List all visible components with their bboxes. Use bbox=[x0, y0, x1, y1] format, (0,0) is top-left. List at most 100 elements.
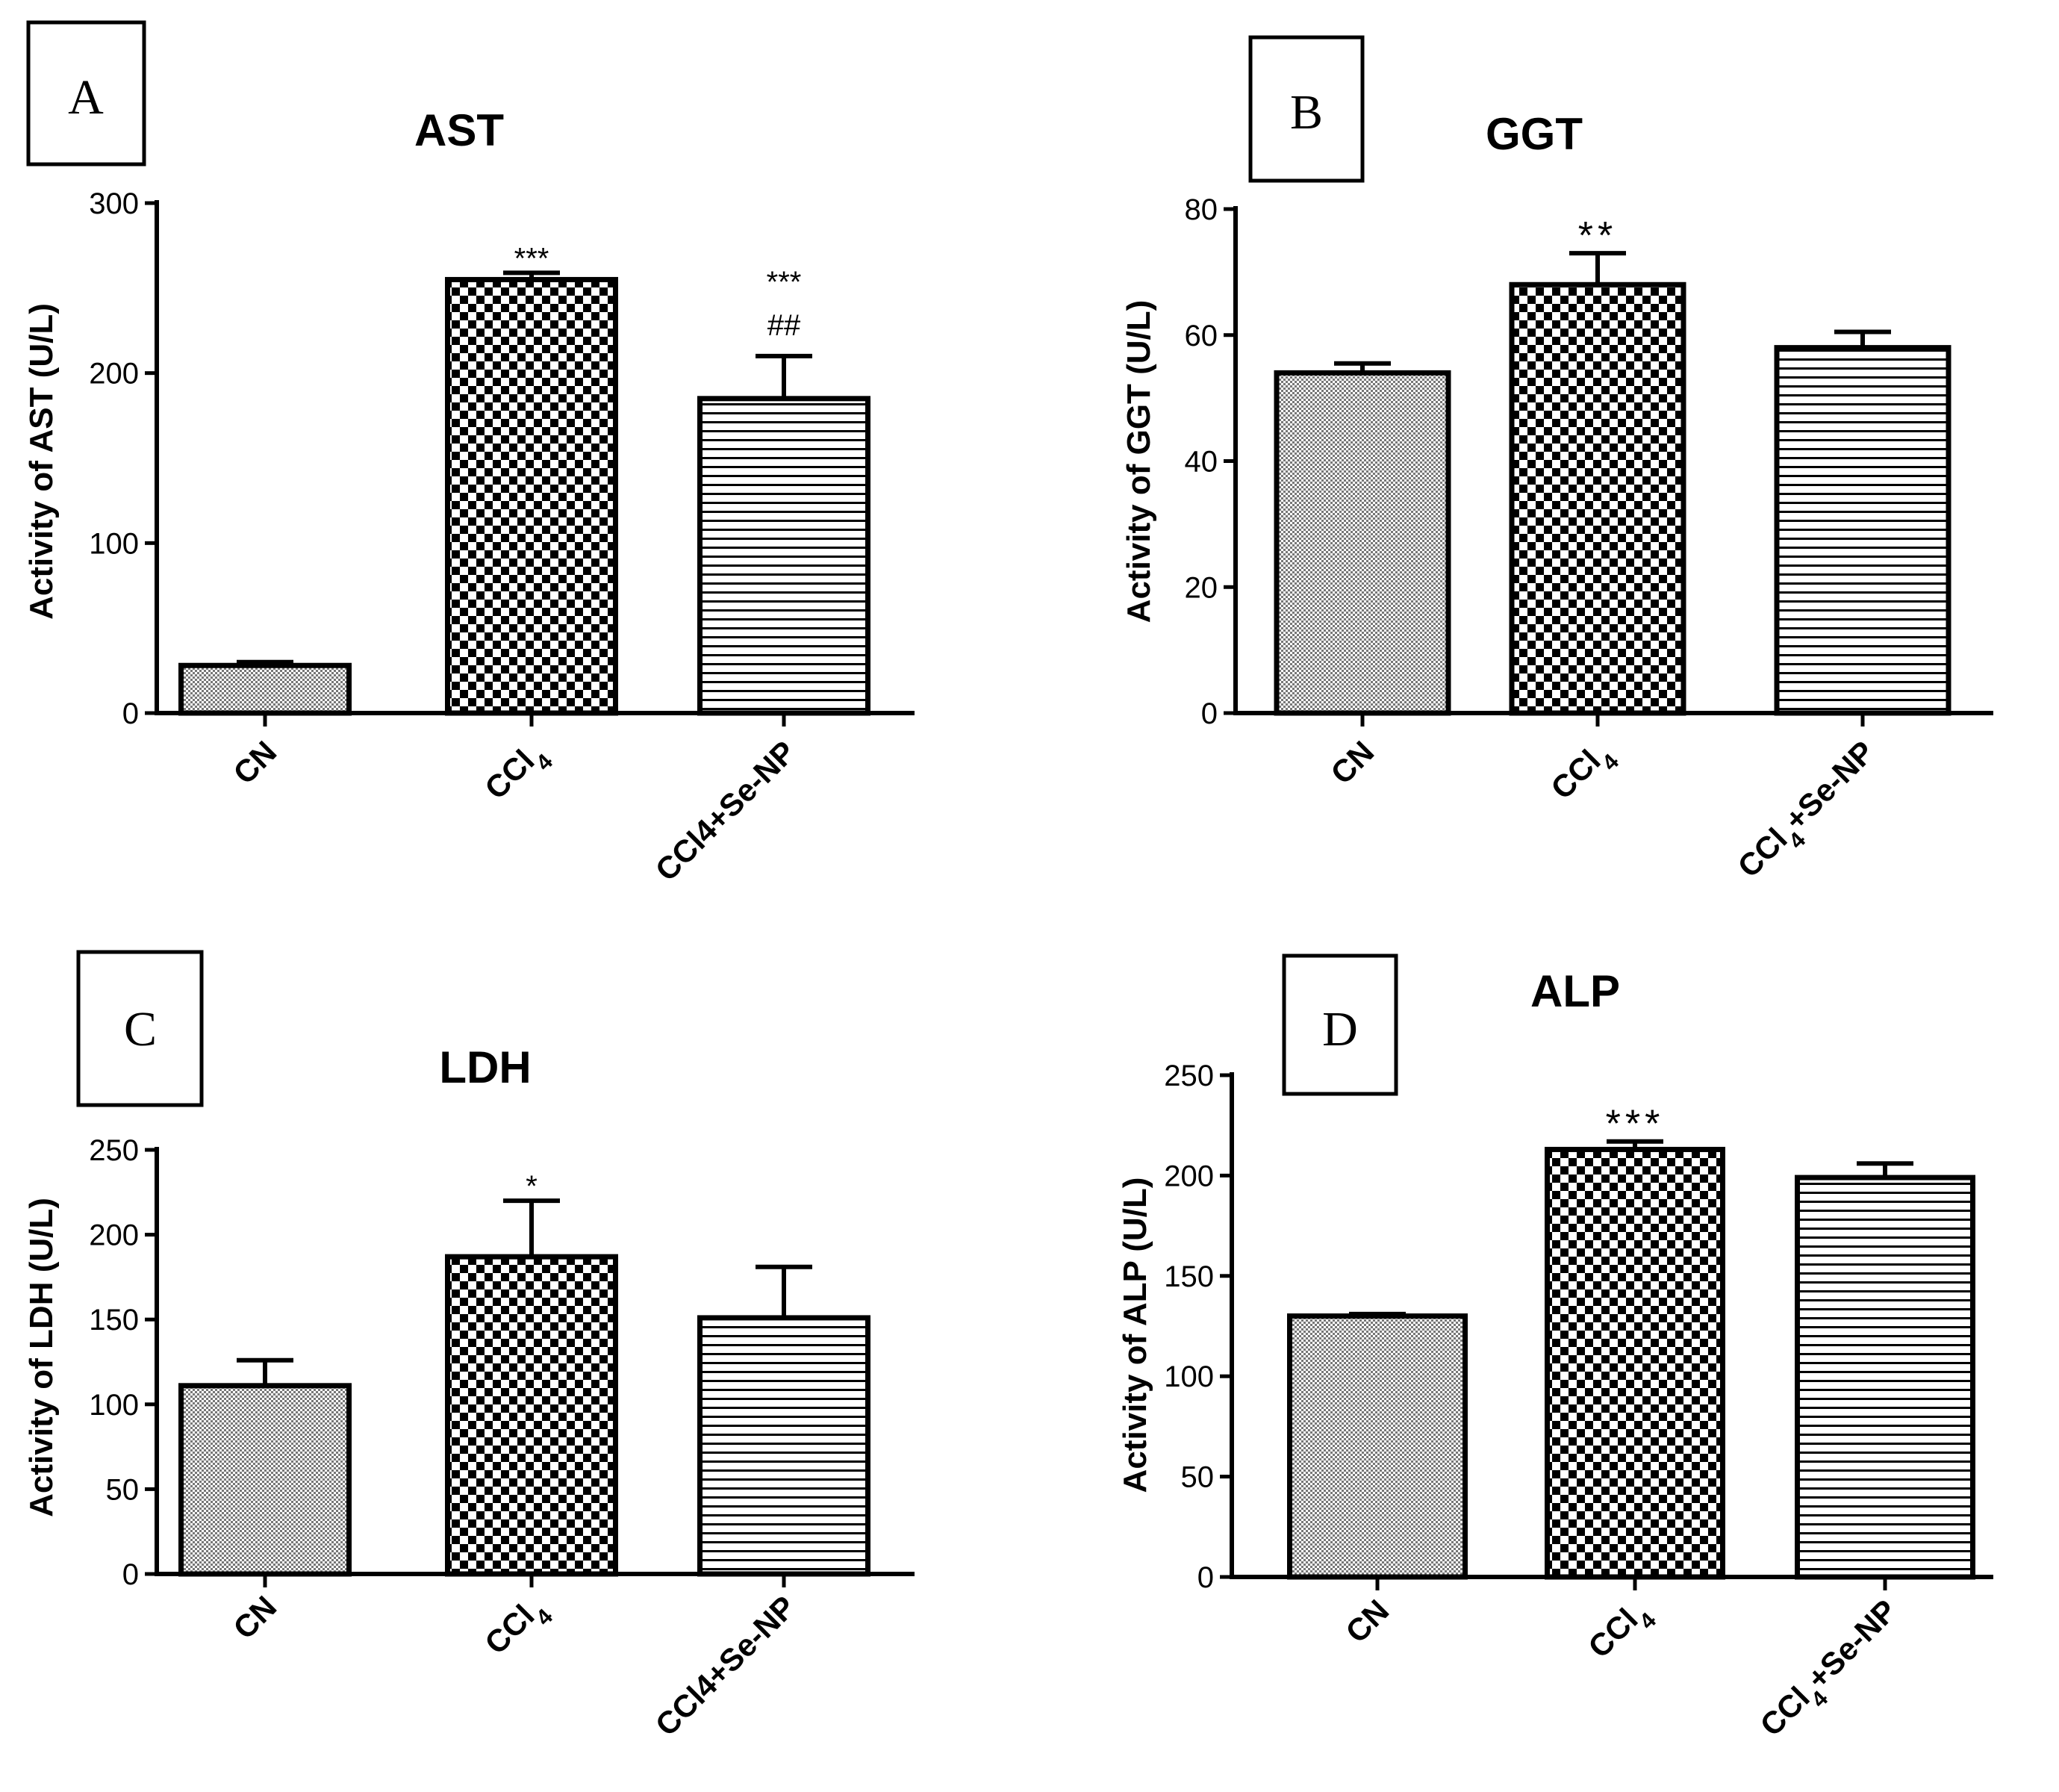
y-tick-label: 250 bbox=[1164, 1060, 1214, 1092]
panel-letter: B bbox=[1290, 85, 1323, 140]
x-tick-label: CN bbox=[1324, 734, 1380, 791]
y-tick-label: 60 bbox=[1185, 320, 1218, 352]
x-tick-label: CN bbox=[226, 1589, 283, 1646]
axes bbox=[1233, 206, 1993, 727]
panel-letter: C bbox=[124, 1002, 157, 1057]
x-tick-label-text: CN bbox=[226, 734, 283, 791]
significance-mark: ** bbox=[1578, 214, 1617, 258]
x-tick-label-text: CCl bbox=[1731, 821, 1793, 884]
y-tick-label: 0 bbox=[122, 1558, 139, 1591]
chart-panel-a: A AST Activity of AST (U/L) 0 100 200 300 *… bbox=[23, 20, 915, 888]
panel-letter: D bbox=[1322, 1002, 1358, 1057]
chart-title: ALP bbox=[1530, 966, 1620, 1016]
bars: * bbox=[178, 1170, 870, 1577]
x-tick-label-text: CN bbox=[1339, 1593, 1395, 1649]
x-tick-label-text: CCl4+Se-NP bbox=[649, 734, 803, 888]
y-axis-title: Activity of AST (U/L) bbox=[23, 303, 60, 620]
y-ticks: 0 50 100 150 200 250 bbox=[1164, 1060, 1232, 1594]
x-tick-label: CCl4 bbox=[478, 1589, 558, 1669]
y-tick-label: 100 bbox=[1164, 1360, 1214, 1393]
x-tick-label: CCl4+Se-NP bbox=[1731, 734, 1888, 892]
x-tick-label-text: CCl bbox=[1753, 1680, 1816, 1743]
x-tick-label-text: CCl bbox=[1544, 743, 1607, 806]
bars: *** *** ## bbox=[178, 242, 870, 716]
significance-mark: ## bbox=[767, 309, 801, 342]
y-tick-label: 200 bbox=[1164, 1160, 1214, 1192]
panel-letter-box bbox=[1248, 35, 1365, 183]
x-tick-label-text: CCl4+Se-NP bbox=[649, 1589, 803, 1743]
y-tick-label: 250 bbox=[89, 1134, 139, 1167]
x-tick-label: CCl4 bbox=[1544, 734, 1624, 814]
y-axis-title: Activity of LDH (U/L) bbox=[23, 1198, 60, 1517]
x-labels: CN CCl4 CCl4+Se-NP bbox=[1324, 734, 1888, 892]
chart-title: GGT bbox=[1486, 109, 1583, 159]
y-tick-label: 80 bbox=[1185, 193, 1218, 226]
y-ticks: 0 50 100 150 200 250 bbox=[89, 1134, 157, 1591]
significance-mark: *** bbox=[1606, 1103, 1665, 1146]
chart-panel-b: B GGT Activity of GGT (U/L) 0 20 40 60 80 **… bbox=[1121, 35, 1993, 892]
y-tick-label: 150 bbox=[89, 1304, 139, 1337]
y-tick-label: 0 bbox=[1201, 697, 1218, 730]
bars: *** bbox=[1287, 1103, 1975, 1580]
bar-1 bbox=[1287, 1313, 1468, 1580]
x-tick-label-text: CN bbox=[1324, 734, 1380, 791]
y-tick-label: 200 bbox=[89, 358, 139, 391]
bar-2 bbox=[1509, 281, 1686, 716]
bar-3 bbox=[697, 396, 870, 716]
x-tick-label-tail: +Se-NP bbox=[1778, 734, 1881, 837]
y-tick-label: 100 bbox=[89, 527, 139, 560]
bar-3 bbox=[1774, 345, 1951, 716]
y-tick-label: 40 bbox=[1185, 446, 1218, 479]
bar-3 bbox=[1795, 1175, 1975, 1580]
x-tick-label: CCl4 bbox=[478, 734, 558, 814]
x-tick-label: CCl4 bbox=[1581, 1593, 1661, 1673]
bar-3 bbox=[697, 1315, 870, 1577]
y-ticks: 0 100 200 300 bbox=[89, 187, 157, 730]
y-axis-title: Activity of GGT (U/L) bbox=[1121, 300, 1157, 623]
x-tick-label-text: CCl bbox=[1581, 1602, 1644, 1664]
x-tick-label: CCl4+Se-NP bbox=[649, 1589, 803, 1743]
bar-1 bbox=[1274, 370, 1451, 716]
x-tick-label-tail: +Se-NP bbox=[1800, 1593, 1903, 1696]
y-tick-label: 100 bbox=[89, 1389, 139, 1422]
y-tick-label: 50 bbox=[106, 1473, 140, 1506]
x-tick-label: CN bbox=[1339, 1593, 1395, 1649]
x-tick-label: CCl4+Se-NP bbox=[1753, 1593, 1910, 1750]
x-tick-label-text: CCl bbox=[478, 743, 541, 806]
bar-1 bbox=[178, 662, 352, 716]
x-labels: CN CCl4 CCl4+Se-NP bbox=[226, 734, 802, 888]
y-ticks: 0 20 40 60 80 bbox=[1185, 193, 1236, 730]
axes bbox=[1230, 1072, 1993, 1590]
x-tick-label-text: CN bbox=[226, 1589, 283, 1646]
y-tick-label: 300 bbox=[89, 187, 139, 220]
chart-panel-d: D ALP Activity of ALP (U/L) 0 50 100 150 200… bbox=[1117, 953, 1993, 1750]
x-labels: CN CCl4 CCl4+Se-NP bbox=[226, 1589, 802, 1743]
y-tick-label: 0 bbox=[122, 697, 139, 730]
significance-mark: * bbox=[526, 1170, 538, 1203]
bar-2 bbox=[445, 1254, 618, 1577]
significance-mark: *** bbox=[514, 242, 549, 275]
bars: ** bbox=[1274, 214, 1951, 716]
bar-2 bbox=[445, 276, 618, 716]
x-tick-label: CN bbox=[226, 734, 283, 791]
y-tick-label: 0 bbox=[1197, 1561, 1214, 1594]
x-tick-label: CCl4+Se-NP bbox=[649, 734, 803, 888]
x-labels: CN CCl4 CCl4+Se-NP bbox=[1339, 1593, 1910, 1750]
panel-letter-box bbox=[76, 950, 204, 1107]
y-axis-title: Activity of ALP (U/L) bbox=[1117, 1177, 1153, 1493]
bar-2 bbox=[1545, 1146, 1725, 1580]
axes bbox=[155, 1147, 915, 1587]
chart-title: AST bbox=[414, 105, 504, 155]
panel-letter-box bbox=[26, 20, 146, 167]
chart-title: LDH bbox=[439, 1042, 531, 1092]
y-tick-label: 20 bbox=[1185, 571, 1218, 604]
chart-panel-c: C LDH Activity of LDH (U/L) 0 50 100 150 200… bbox=[23, 950, 915, 1743]
bar-1 bbox=[178, 1383, 352, 1577]
y-tick-label: 50 bbox=[1181, 1461, 1215, 1494]
panel-letter: A bbox=[68, 70, 104, 125]
y-tick-label: 200 bbox=[89, 1219, 139, 1252]
axes bbox=[155, 200, 915, 727]
y-tick-label: 150 bbox=[1164, 1260, 1214, 1293]
significance-mark: *** bbox=[767, 266, 802, 299]
